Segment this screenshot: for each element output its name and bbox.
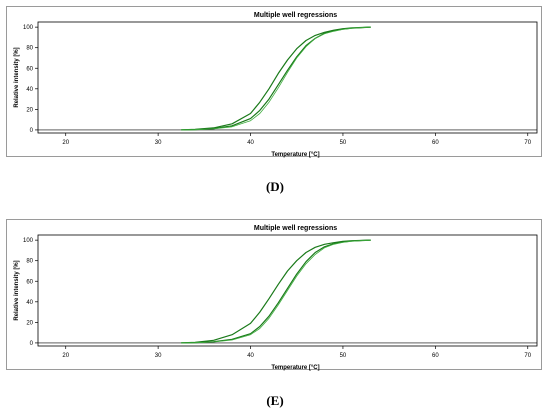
series-line (181, 26, 371, 131)
y-tick-label: 80 (26, 259, 33, 265)
series-line (181, 239, 371, 344)
x-tick-label: 20 (62, 140, 69, 146)
caption-d: (D) (265, 179, 285, 194)
y-tick-label: 80 (26, 46, 33, 52)
x-tick-label: 60 (432, 353, 439, 359)
x-tick-label: 40 (247, 353, 254, 359)
caption-e: (E) (266, 393, 284, 408)
x-tick-label: 30 (155, 353, 162, 359)
y-tick-label: 100 (23, 25, 34, 31)
chart-e: Multiple well regressions 0 20 40 60 80 100 20 3… (14, 225, 538, 371)
x-tick-label: 40 (247, 140, 254, 146)
x-tick-label: 50 (340, 140, 347, 146)
x-tick-label: 70 (524, 140, 531, 146)
x-tick-label: 70 (524, 353, 531, 359)
chart-title: Multiple well regressions (254, 12, 337, 19)
x-tick-label: 30 (155, 140, 162, 146)
y-tick-label: 20 (26, 320, 33, 326)
y-tick-label: 40 (26, 300, 33, 306)
y-tick-label: 60 (26, 279, 33, 285)
x-tick-label: 20 (62, 353, 69, 359)
series-line (181, 239, 371, 344)
y-tick-label: 0 (30, 128, 34, 134)
plot-area (37, 21, 538, 134)
x-axis-label: Temperature [°C] (271, 365, 319, 371)
chart-d: Multiple well regressions 0 20 40 60 80 100 20 3… (14, 12, 538, 158)
series-line (181, 26, 371, 131)
y-tick-label: 40 (26, 87, 33, 93)
chart-panel-e: Multiple well regressions 0 20 40 60 80 100 20 3… (6, 219, 542, 371)
x-axis-label: Temperature [°C] (271, 152, 319, 158)
series-line (181, 239, 371, 344)
chart-title: Multiple well regressions (254, 225, 337, 232)
y-axis-label: Relative intensity [%] (14, 47, 20, 107)
chart-panel-d: Multiple well regressions 0 20 40 60 80 100 20 3… (6, 6, 542, 158)
y-tick-label: 100 (23, 238, 34, 244)
y-axis-label: Relative intensity [%] (14, 260, 20, 320)
y-tick-label: 0 (30, 341, 34, 347)
x-tick-label: 60 (432, 140, 439, 146)
series-line (181, 26, 371, 131)
x-tick-label: 50 (340, 353, 347, 359)
y-tick-label: 20 (26, 107, 33, 113)
y-tick-label: 60 (26, 66, 33, 72)
plot-area (37, 234, 538, 347)
